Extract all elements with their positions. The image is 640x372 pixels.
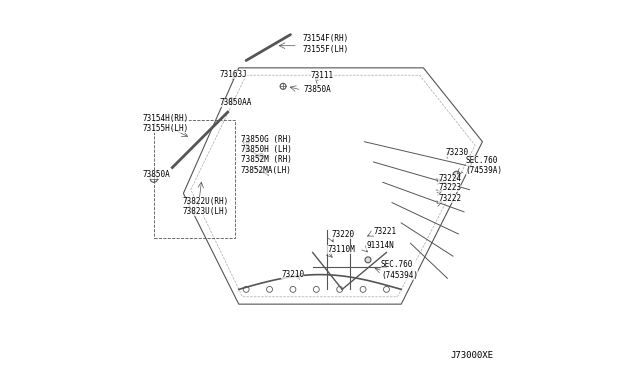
Text: 73111: 73111 [311, 71, 334, 80]
Text: 91314N: 91314N [366, 241, 394, 250]
Text: 73154H(RH)
73155H(LH): 73154H(RH) 73155H(LH) [143, 113, 189, 133]
Text: J73000XE: J73000XE [451, 350, 493, 359]
Text: SEC.760
(74539A): SEC.760 (74539A) [466, 156, 503, 175]
Text: 73163J: 73163J [220, 70, 247, 79]
Circle shape [258, 154, 264, 160]
Text: SEC.760
(745394): SEC.760 (745394) [381, 260, 418, 280]
Text: 73222: 73222 [438, 195, 461, 203]
Text: 73230: 73230 [445, 148, 468, 157]
Circle shape [453, 171, 460, 179]
Text: 73850A: 73850A [143, 170, 170, 179]
Text: 73223: 73223 [438, 183, 461, 192]
Text: 73224: 73224 [438, 174, 461, 183]
Circle shape [228, 98, 234, 104]
Text: 73220: 73220 [331, 230, 354, 239]
Text: 73110M: 73110M [328, 245, 355, 254]
Text: 73850G (RH)
73850H (LH)
73852M (RH)
73852MA(LH): 73850G (RH) 73850H (LH) 73852M (RH) 7385… [241, 135, 291, 175]
Text: 73850A: 73850A [303, 85, 331, 94]
Circle shape [280, 83, 286, 89]
Circle shape [243, 139, 249, 145]
Circle shape [150, 175, 157, 182]
Text: 73221: 73221 [374, 227, 397, 235]
Text: 73850AA: 73850AA [220, 99, 252, 108]
Text: 73822U(RH)
73823U(LH): 73822U(RH) 73823U(LH) [182, 197, 229, 216]
Circle shape [365, 257, 371, 263]
Text: 73154F(RH)
73155F(LH): 73154F(RH) 73155F(LH) [302, 34, 349, 54]
Text: 73210: 73210 [281, 270, 305, 279]
